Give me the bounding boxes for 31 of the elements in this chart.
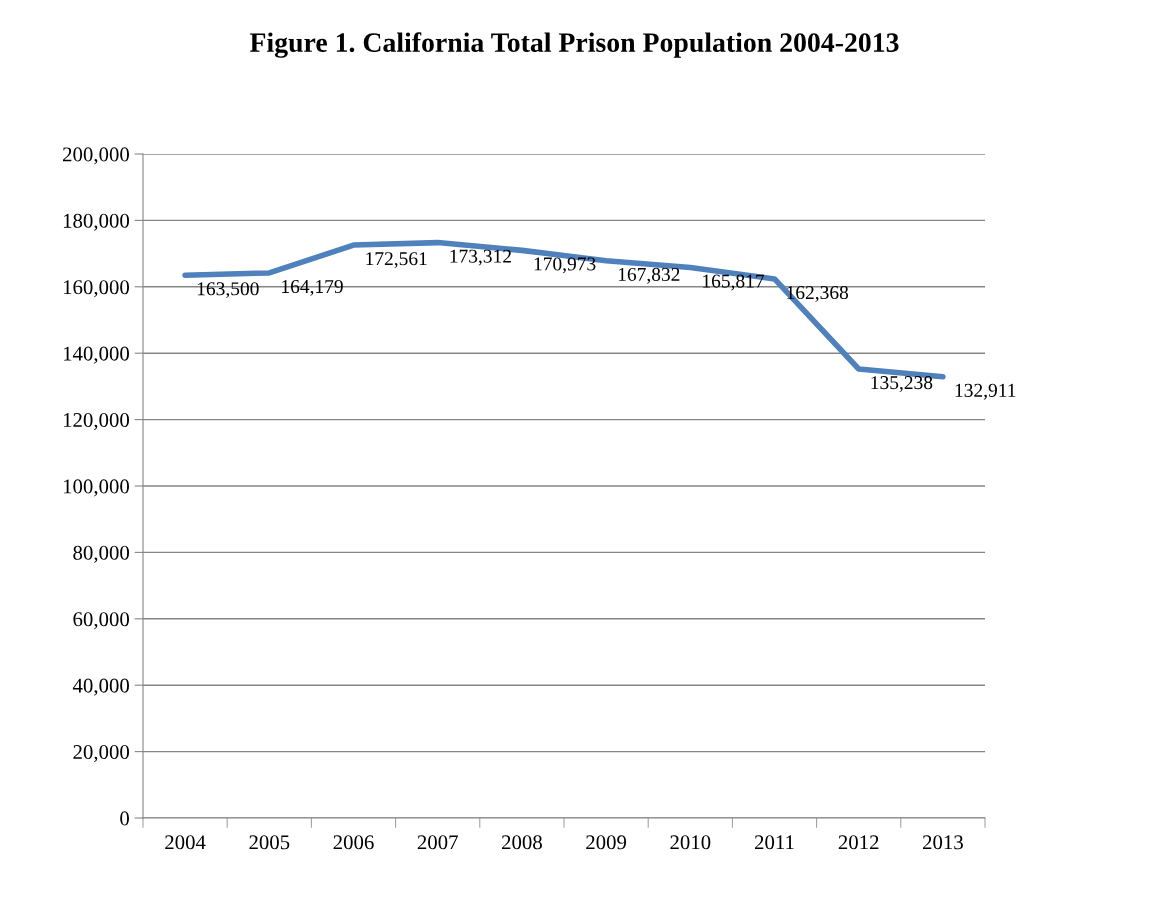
x-tick-label: 2007 [417, 835, 458, 850]
y-tick-label: 140,000 [63, 346, 130, 364]
y-tick-label: 40,000 [72, 678, 130, 696]
x-tick-label: 2012 [838, 835, 879, 850]
text: 167,832 [618, 267, 680, 284]
text: 172,561 [366, 252, 427, 269]
text: 165,817 [703, 274, 765, 291]
y-tick-label: 80,000 [73, 545, 130, 563]
text: 135,238 [871, 376, 933, 392]
y-tick-label: 120,000 [63, 412, 130, 431]
y-tick-label: 20,000 [73, 744, 130, 763]
x-tick-label: 2011 [754, 835, 794, 850]
y-tick-label: 0 [120, 811, 130, 826]
y-tick-label: 60,000 [73, 612, 130, 630]
text: 173,312 [450, 249, 511, 266]
x-tick-label: 2004 [165, 835, 206, 850]
text: 164,179 [282, 280, 343, 296]
x-tick-label: 2005 [249, 835, 290, 850]
y-tick-label: 200,000 [63, 147, 130, 165]
y-tick-label: 100,000 [63, 479, 130, 497]
chart-title: Figure 1. California Total Prison Population 2004-2013 [249, 32, 899, 58]
x-tick-label: 2008 [501, 835, 542, 850]
y-tick-label: 160,000 [63, 280, 130, 298]
text: 132,911 [955, 383, 1016, 400]
x-tick-label: 2006 [333, 835, 374, 850]
x-tick-label: 2013 [922, 835, 963, 850]
x-tick-label: 2010 [670, 835, 711, 850]
text: 163,500 [197, 282, 259, 299]
y-tick-label: 180,000 [63, 213, 130, 231]
text: 170,973 [534, 257, 596, 274]
x-tick-label: 2009 [586, 835, 627, 850]
